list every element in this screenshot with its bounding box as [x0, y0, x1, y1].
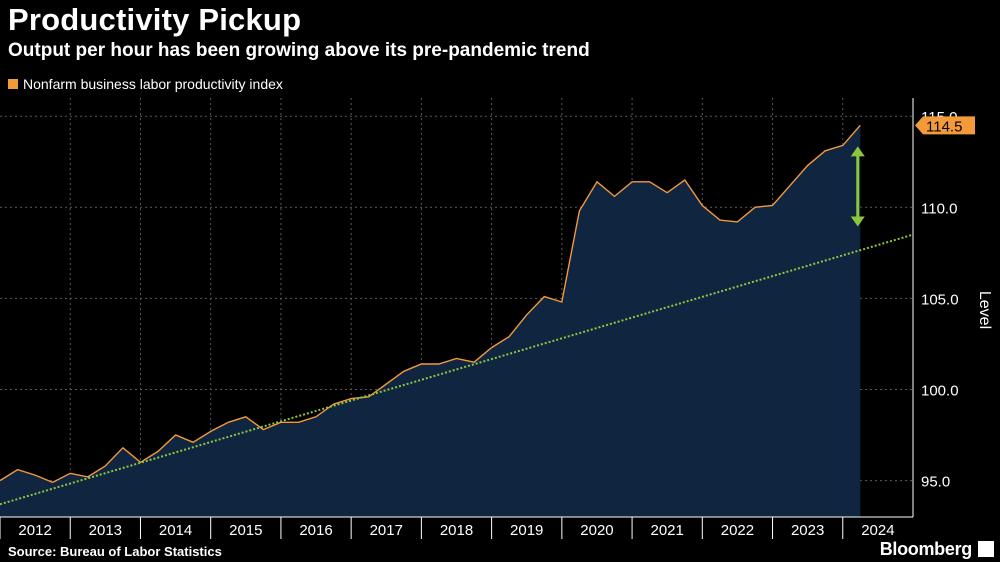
x-tick-label: 2022	[721, 522, 754, 539]
x-tick-label: 2020	[580, 522, 613, 539]
legend-swatch	[8, 79, 18, 89]
y-tick-label: 100.0	[921, 382, 959, 399]
x-tick-label: 2012	[18, 522, 51, 539]
last-value-label: 114.5	[926, 118, 962, 135]
x-tick-label: 2019	[510, 522, 543, 539]
gap-arrow-head-up	[850, 146, 865, 157]
x-tick-label: 2021	[651, 522, 684, 539]
x-tick-label: 2024	[861, 522, 894, 539]
x-tick-label: 2014	[159, 522, 192, 539]
y-tick-label: 95.0	[921, 474, 950, 491]
legend: Nonfarm business labor productivity inde…	[8, 76, 283, 92]
x-tick-label: 2013	[89, 522, 122, 539]
chart-icon	[978, 541, 994, 557]
trend-line	[0, 233, 914, 506]
brand-logo: Bloomberg	[879, 539, 973, 559]
x-tick-label: 2016	[299, 522, 332, 539]
y-tick-label: 105.0	[921, 291, 959, 308]
chart-title: Productivity Pickup	[8, 2, 302, 37]
x-tick-label: 2015	[229, 522, 262, 539]
chart-subtitle: Output per hour has been growing above i…	[8, 40, 590, 61]
x-tick-label: 2017	[370, 522, 403, 539]
y-tick-label: 110.0	[921, 200, 957, 217]
legend-label: Nonfarm business labor productivity inde…	[23, 76, 283, 92]
y-axis-label: Level	[976, 291, 993, 329]
x-tick-label: 2018	[440, 522, 473, 539]
productivity-line	[0, 124, 861, 484]
last-value-badge	[915, 116, 975, 135]
gap-arrow-head-down	[850, 216, 865, 227]
x-tick-label: 2023	[791, 522, 824, 539]
source-note: Source: Bureau of Labor Statistics	[8, 544, 222, 559]
productivity-area	[0, 125, 861, 518]
